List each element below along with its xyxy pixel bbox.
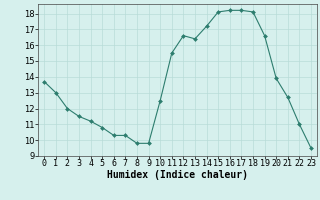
X-axis label: Humidex (Indice chaleur): Humidex (Indice chaleur) (107, 170, 248, 180)
